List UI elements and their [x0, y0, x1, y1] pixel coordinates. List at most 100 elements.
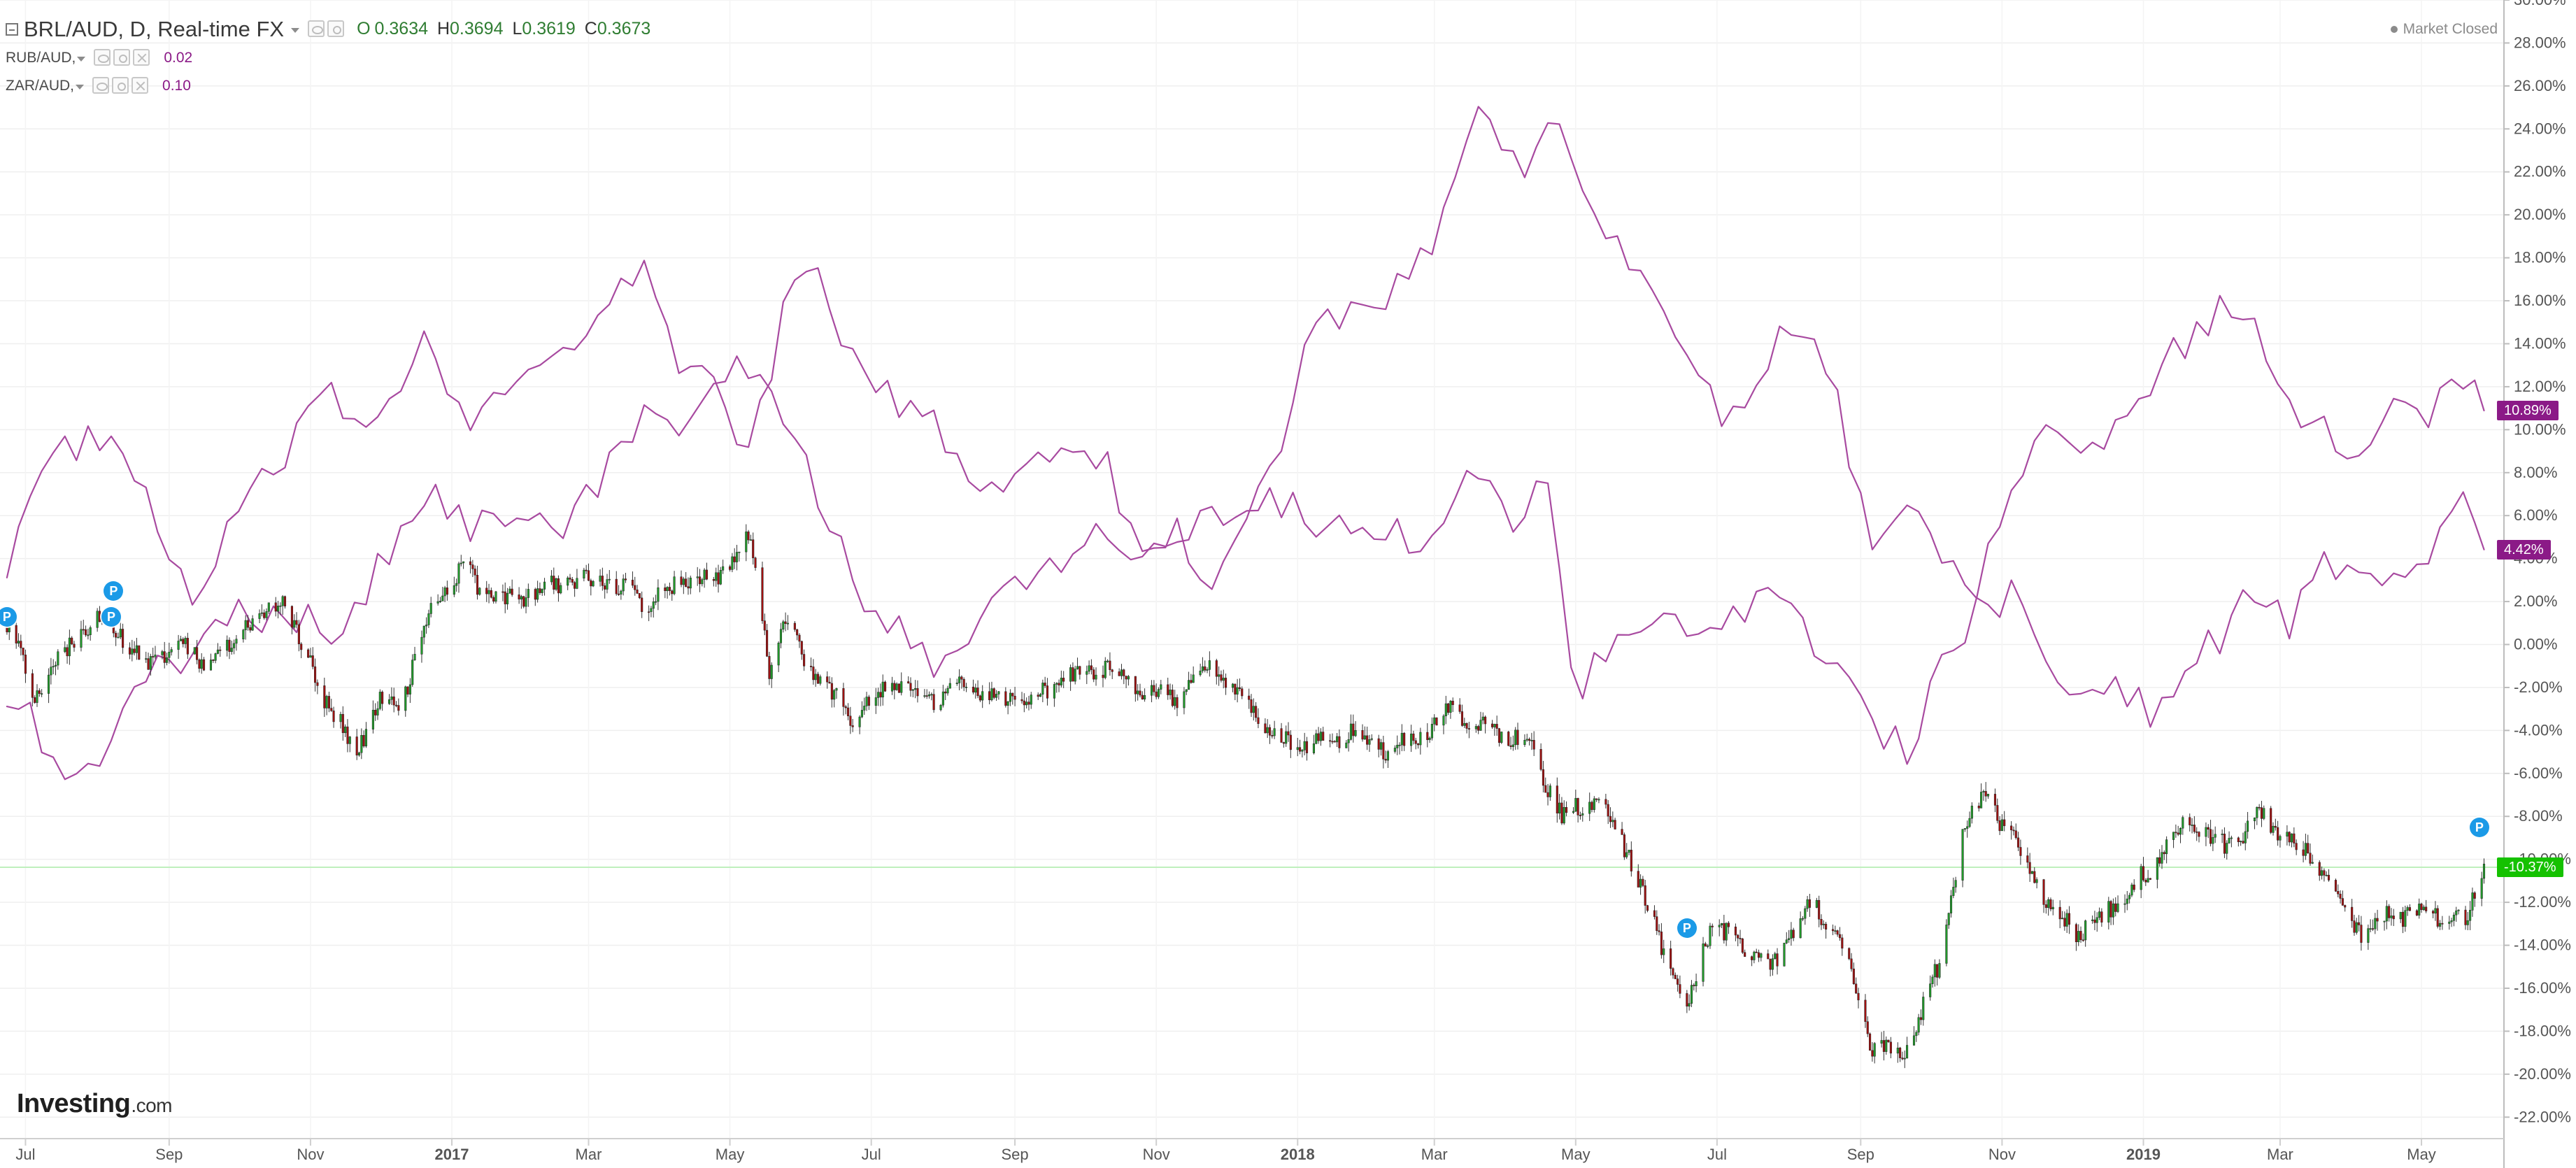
gear-icon[interactable]: [113, 49, 131, 66]
candle-body: [2369, 928, 2372, 930]
gear-icon[interactable]: [327, 20, 345, 37]
candle-body: [995, 694, 998, 698]
candle-body: [2242, 841, 2244, 843]
candle-body: [1660, 932, 1663, 955]
candle-body: [1980, 792, 1983, 809]
candle-body: [1500, 732, 1503, 743]
pattern-marker-icon[interactable]: P: [0, 606, 17, 627]
candle-body: [988, 691, 991, 701]
candle-body: [186, 638, 189, 655]
candle-body: [344, 726, 347, 734]
chevron-down-icon[interactable]: [291, 27, 300, 33]
candle-body: [592, 581, 595, 587]
collapse-icon[interactable]: [6, 23, 18, 36]
candle-body: [1458, 704, 1461, 712]
pattern-marker-icon[interactable]: P: [104, 581, 124, 601]
candle-body: [2473, 892, 2476, 899]
overlay-name-zar[interactable]: ZAR/AUD,: [6, 77, 75, 94]
candle-body: [1563, 807, 1565, 824]
ohlc-values: O 0.3634 H0.3694 L0.3619 C0.3673: [357, 20, 655, 38]
candle-body: [879, 692, 882, 698]
candle-body: [1723, 923, 1725, 941]
candle-body: [1804, 908, 1807, 919]
candle-body: [1176, 697, 1179, 708]
eye-icon[interactable]: [92, 77, 110, 94]
candle-body: [990, 688, 993, 701]
overlay-name-rub[interactable]: RUB/AUD,: [6, 49, 76, 66]
candle-body: [1848, 948, 1851, 960]
candle-body: [2084, 920, 2087, 941]
candle-body: [1572, 811, 1575, 813]
candle-body: [1493, 724, 1496, 727]
candle-body: [73, 643, 76, 648]
candle-body: [1354, 730, 1357, 736]
pattern-marker-icon[interactable]: P: [1677, 918, 1697, 938]
candle-body: [2277, 827, 2279, 841]
candle-body: [2209, 829, 2212, 844]
legend-main-title[interactable]: BRL/AUD, D, Real-time FX: [24, 16, 285, 41]
candle-body: [1139, 690, 1141, 696]
candle-body: [1607, 804, 1609, 817]
candle-body: [2334, 880, 2337, 892]
candle-body: [1903, 1057, 1906, 1060]
candle-body: [2082, 939, 2084, 941]
candle-body: [1076, 666, 1079, 669]
candle-body: [863, 706, 866, 711]
candle-body: [1998, 820, 2001, 832]
candle-body: [1248, 695, 1251, 700]
candle-body: [341, 713, 344, 734]
candle-body: [41, 693, 43, 695]
pattern-marker-icon[interactable]: P: [101, 606, 122, 627]
chevron-down-icon[interactable]: [76, 84, 85, 90]
candle-body: [1414, 740, 1417, 744]
candle-body: [809, 666, 813, 667]
candle-body: [2422, 906, 2425, 911]
candle-body: [2182, 817, 2184, 829]
chevron-down-icon[interactable]: [77, 56, 86, 62]
candle-body: [2010, 825, 2013, 831]
candle-body: [1674, 974, 1677, 979]
x-axis-tick-label: Mar: [1421, 1146, 1448, 1163]
candle-body: [1382, 742, 1385, 760]
candle-body: [747, 532, 750, 541]
candle-body: [50, 667, 52, 676]
candle-body: [2030, 871, 2034, 874]
candle-body: [170, 649, 173, 653]
series-line: [6, 106, 2485, 606]
candle-body: [2293, 833, 2296, 843]
candle-body: [2033, 871, 2036, 883]
candle-body: [696, 576, 699, 578]
candle-body: [122, 629, 124, 648]
candle-body: [779, 629, 783, 643]
candle-body: [179, 639, 182, 641]
candle-body: [1296, 747, 1299, 750]
y-axis-tick-label: -12.00%: [2514, 893, 2571, 911]
candle-body: [1377, 738, 1380, 750]
candle-body: [1646, 905, 1649, 911]
candle-body: [96, 611, 99, 628]
y-axis-tick-label: 20.00%: [2514, 206, 2566, 223]
close-icon[interactable]: [133, 49, 150, 66]
candle-body: [1030, 695, 1032, 705]
candle-body: [698, 576, 702, 585]
candle-body: [311, 655, 314, 667]
candle-body: [360, 735, 363, 753]
eye-icon[interactable]: [94, 49, 111, 66]
candle-body: [1495, 724, 1498, 729]
candle-body: [574, 582, 576, 589]
candle-body: [766, 629, 769, 657]
candle-body: [1280, 728, 1283, 743]
candle-body: [1264, 723, 1267, 734]
gear-icon[interactable]: [112, 77, 129, 94]
candle-body: [1769, 958, 1772, 970]
candle-body: [1451, 701, 1454, 705]
candle-body: [960, 676, 963, 680]
eye-icon[interactable]: [308, 20, 325, 37]
candle-body: [1869, 1033, 1872, 1051]
close-icon[interactable]: [131, 77, 149, 94]
candle-body: [476, 575, 479, 595]
pattern-marker-icon[interactable]: P: [2469, 817, 2489, 837]
candle-body: [652, 601, 655, 609]
candle-body: [1430, 724, 1433, 739]
